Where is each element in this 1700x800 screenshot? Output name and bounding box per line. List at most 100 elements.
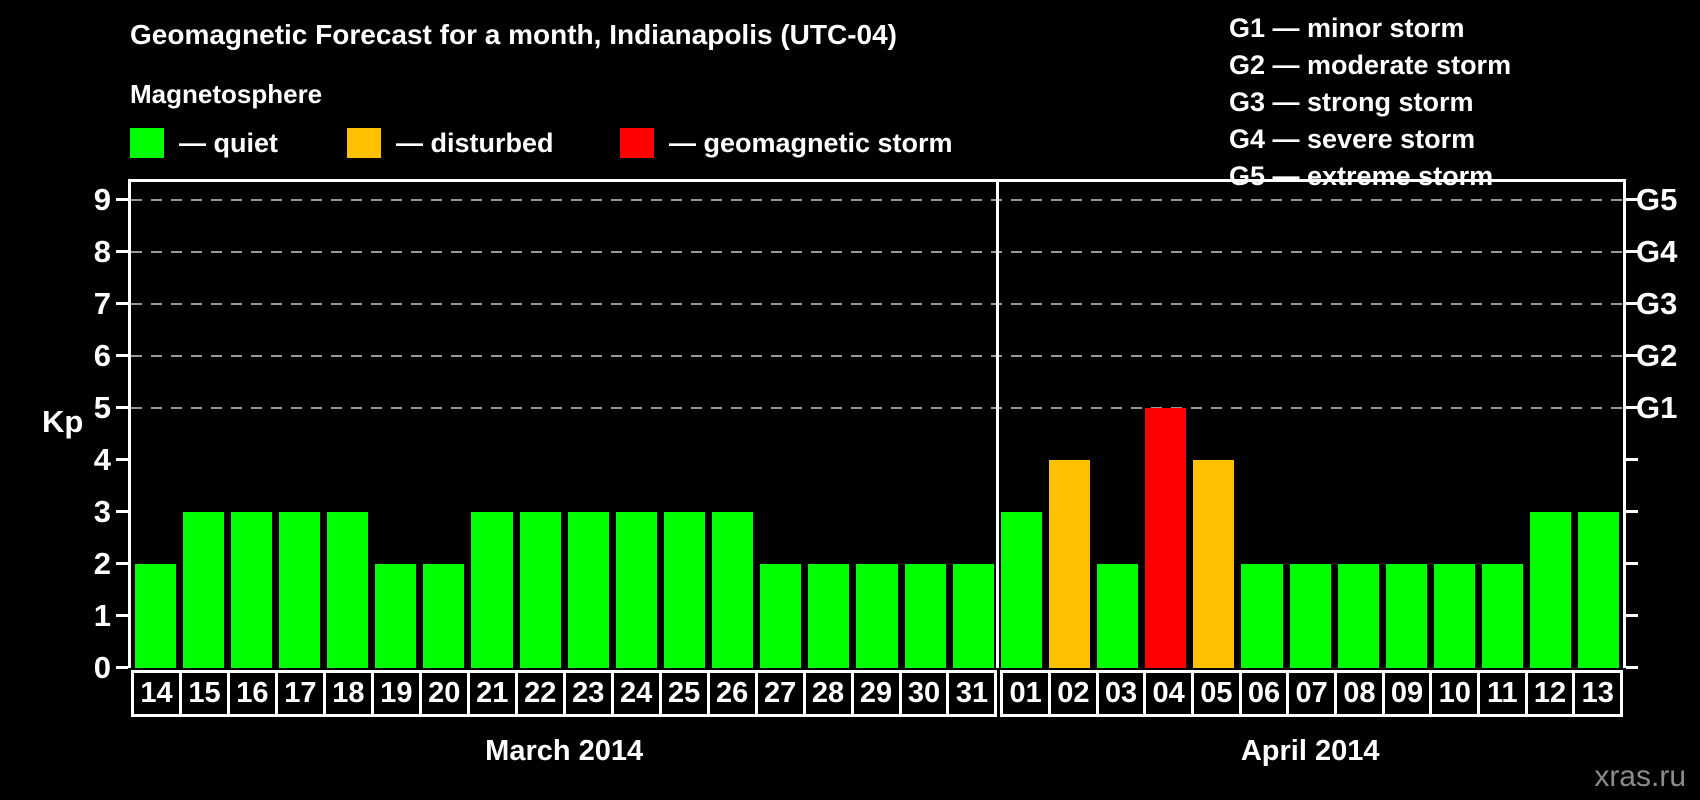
y-tick-label: 7: [93, 286, 111, 321]
g-scale-line: G3 — strong storm: [1229, 87, 1474, 117]
kp-bar-12: [1530, 512, 1572, 668]
date-cell: 05: [1191, 670, 1242, 717]
left-axis-tick: [116, 562, 128, 565]
y-tick-label: 0: [93, 650, 111, 685]
month-labels: March 2014 April 2014: [131, 735, 1623, 775]
date-cell: 30: [898, 670, 950, 717]
kp-bar-22: [519, 512, 561, 668]
kp-bar-14: [134, 564, 176, 668]
month-label: March 2014: [485, 735, 644, 767]
date-cell: 19: [370, 670, 422, 717]
kp-bar-25: [663, 512, 706, 668]
date-cell: 13: [1572, 670, 1624, 717]
g-scale-line: G4 — severe storm: [1229, 124, 1476, 154]
date-cell: 12: [1524, 670, 1576, 717]
left-axis-tick: [116, 354, 128, 357]
g-level-label-G2: G2: [1636, 338, 1678, 373]
left-axis-tick: [116, 302, 128, 305]
date-cell: 26: [706, 670, 758, 717]
kp-bar-23: [567, 512, 609, 668]
legend-label: — quiet: [179, 127, 278, 158]
kp-bar-08: [1337, 564, 1379, 668]
date-cell: 04: [1143, 670, 1194, 717]
legend-label: — geomagnetic storm: [669, 127, 953, 158]
left-axis-tick: [116, 510, 128, 513]
left-axis-tick: [116, 614, 128, 617]
date-cell: 02: [1047, 670, 1099, 717]
left-axis-tick: [116, 406, 128, 409]
kp-bar-01: [1000, 512, 1042, 668]
date-cell: 24: [610, 670, 662, 717]
kp-bar-20: [423, 564, 465, 668]
y-tick-label: 8: [93, 234, 111, 269]
y-tick-label: 3: [93, 494, 111, 529]
kp-bar-07: [1289, 564, 1331, 668]
date-row: 14 15 16 17 18 19 20 21 22 23 24 25 26 27 28 29 30 31: [131, 670, 998, 717]
kp-bar-21: [471, 512, 513, 668]
right-axis-tick: [1626, 354, 1638, 357]
gridline-kp-9: [131, 199, 1623, 201]
kp-bar-28: [808, 564, 850, 668]
y-tick-label: 6: [93, 338, 111, 373]
month-separator: [995, 182, 999, 668]
date-cell: 10: [1429, 670, 1481, 717]
date-cell: 06: [1238, 670, 1290, 717]
left-axis-tick: [116, 666, 128, 669]
kp-bar-19: [375, 564, 417, 668]
date-cell: 21: [466, 670, 518, 717]
right-axis-tick: [1626, 302, 1638, 305]
right-axis-tick: [1626, 562, 1638, 565]
date-cell: 29: [850, 670, 902, 717]
kp-bar-30: [904, 564, 946, 668]
date-cell: 23: [562, 670, 614, 717]
magnetosphere-heading: Magnetosphere: [130, 79, 323, 109]
g-level-label-G5: G5: [1636, 182, 1678, 217]
y-tick-label: 4: [93, 442, 111, 477]
right-axis-tick: [1626, 458, 1638, 461]
date-cell: 18: [322, 670, 374, 717]
left-axis-tick: [116, 250, 128, 253]
g-level-label-G4: G4: [1636, 234, 1678, 269]
date-cell: 17: [274, 670, 326, 717]
kp-bar-03: [1097, 564, 1139, 668]
kp-bar-11: [1482, 564, 1524, 668]
month-label: April 2014: [1240, 735, 1380, 767]
right-axis-tick: [1626, 406, 1638, 409]
date-cell: 14: [131, 670, 182, 717]
date-cell: 27: [754, 670, 806, 717]
date-cell: 20: [418, 670, 470, 717]
legend-item-disturbed: — disturbed: [347, 127, 554, 159]
date-cell: 03: [1095, 670, 1147, 717]
page-title: Geomagnetic Forecast for a month, Indian…: [130, 19, 897, 50]
kp-bar-26: [712, 512, 754, 668]
quiet-swatch-icon: [130, 128, 164, 158]
date-cell: 16: [226, 670, 278, 717]
kp-bar-02: [1048, 460, 1091, 668]
left-axis-tick: [116, 458, 128, 461]
gridline-kp-8: [131, 251, 1623, 253]
y-axis-title: Kp: [42, 404, 84, 439]
y-tick-label: 2: [93, 546, 111, 581]
plot-area: 0 1 2 3 4 5 6 7 8 9 G1 G2 G3 G4 G5: [94, 179, 1677, 685]
g-scale-legend: G1 — minor storm G2 — moderate storm G3 — …: [1229, 10, 1511, 195]
date-cell: 22: [514, 670, 566, 717]
date-cell: 31: [946, 670, 998, 717]
kp-bar-24: [615, 512, 657, 668]
left-axis-tick: [116, 198, 128, 201]
legend-item-quiet: — quiet: [130, 127, 278, 159]
gridline-kp-5: [131, 407, 1623, 409]
g-scale-line: G5 — extreme storm: [1229, 161, 1494, 191]
g-scale-line: G2 — moderate storm: [1229, 50, 1512, 80]
kp-bar-31: [952, 564, 994, 668]
legend-label: — disturbed: [396, 127, 554, 158]
kp-bar-18: [327, 512, 369, 668]
kp-bar-06: [1241, 564, 1283, 668]
g-level-label-G1: G1: [1636, 390, 1678, 425]
right-axis-tick: [1626, 250, 1638, 253]
date-cell: 08: [1334, 670, 1385, 717]
gridline-kp-6: [131, 355, 1623, 357]
kp-bar-04: [1145, 408, 1187, 668]
date-cell: 15: [178, 670, 230, 717]
kp-bar-05: [1193, 460, 1235, 668]
